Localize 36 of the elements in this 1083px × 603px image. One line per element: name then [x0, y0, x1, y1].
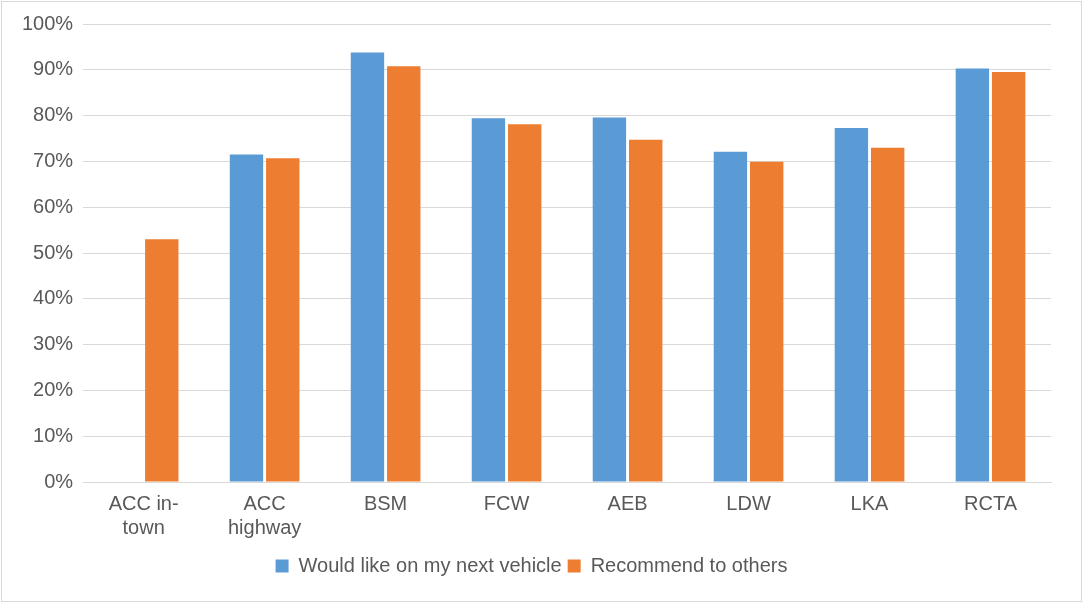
bar — [350, 52, 385, 482]
y-tick-label: 40% — [33, 286, 74, 309]
x-tick-label: FCW — [483, 491, 530, 514]
x-tick-label: ACC highway — [227, 491, 302, 538]
bar — [508, 124, 542, 482]
y-tick-label: 0% — [44, 469, 74, 492]
y-tick-label: 20% — [33, 377, 74, 400]
legend-label: Recommend to others — [590, 553, 788, 576]
y-tick-label: 100% — [22, 11, 74, 34]
bar — [387, 66, 421, 482]
y-tick-label: 30% — [33, 332, 74, 355]
bar — [713, 151, 748, 482]
bar — [834, 127, 869, 482]
x-tick-label: RCTA — [964, 491, 1018, 514]
x-tick-label: LDW — [726, 491, 771, 514]
y-tick-label: 50% — [33, 240, 74, 263]
x-tick-label: AEB — [607, 491, 648, 514]
bar — [870, 147, 905, 482]
bar — [471, 118, 506, 482]
y-tick-label: 80% — [33, 103, 74, 126]
bar — [991, 72, 1026, 482]
bar — [266, 158, 300, 482]
y-tick-label: 70% — [33, 148, 74, 171]
y-tick-label: 60% — [33, 194, 74, 217]
y-tick-label: 90% — [33, 57, 74, 80]
bar — [229, 154, 264, 482]
y-tick-label: 10% — [33, 423, 74, 446]
bar — [145, 239, 179, 482]
bar — [629, 139, 663, 482]
bar — [955, 68, 990, 482]
x-tick-label: BSM — [363, 491, 408, 514]
bar — [592, 117, 627, 482]
bar — [750, 161, 784, 482]
x-tick-label: LKA — [850, 491, 890, 514]
legend-label: Would like on my next vehicle — [298, 553, 562, 576]
x-tick-label: ACC in-town — [108, 491, 179, 538]
